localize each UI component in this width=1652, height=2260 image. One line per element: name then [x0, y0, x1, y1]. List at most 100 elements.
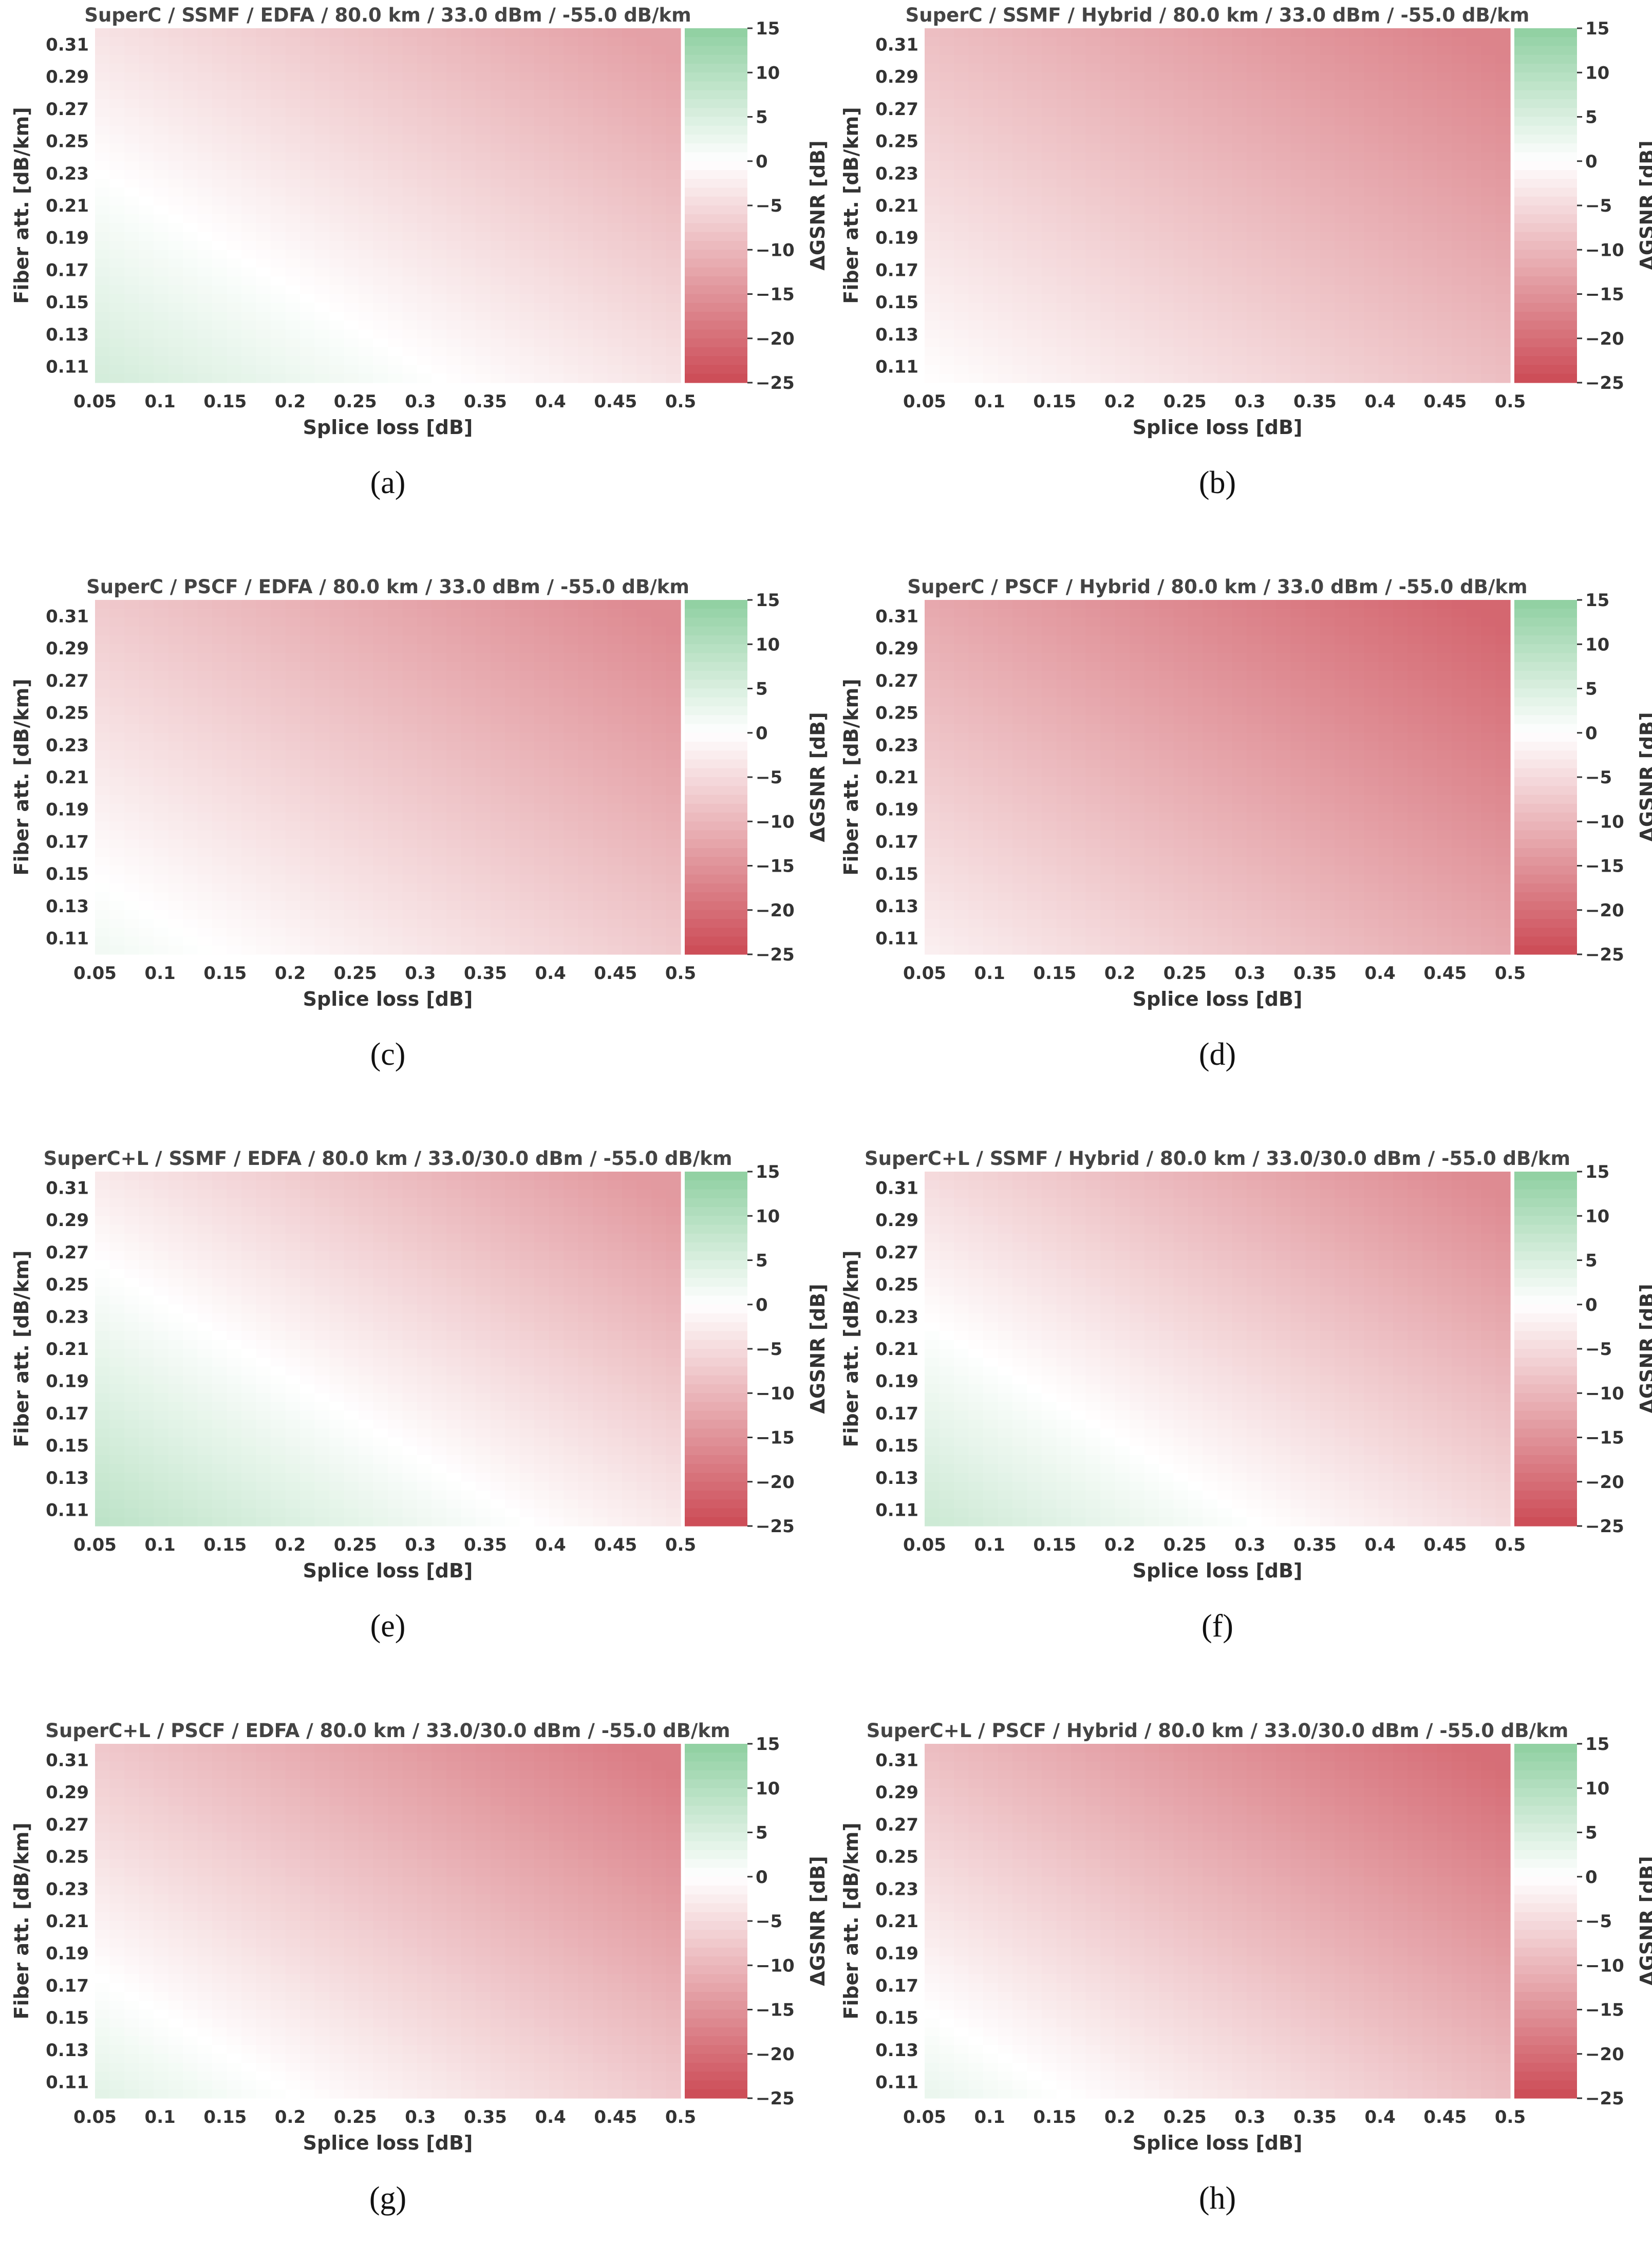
heatmap-cell: [1276, 232, 1291, 241]
heatmap-cell: [124, 875, 139, 884]
heatmap-cell: [1305, 223, 1320, 233]
heatmap-cell: [271, 135, 286, 144]
heatmap-cell: [1452, 232, 1467, 241]
heatmap-cell: [1408, 241, 1423, 250]
heatmap-cell: [417, 937, 432, 946]
heatmap-cell: [1437, 338, 1452, 348]
heatmap-cell: [1452, 135, 1467, 144]
heatmap-cell: [1232, 82, 1247, 91]
heatmap-cell: [983, 90, 998, 100]
panel-b: SuperC / SSMF / Hybrid / 80.0 km / 33.0 …: [837, 0, 1639, 544]
heatmap-cell: [1349, 135, 1364, 144]
heatmap-cell: [1408, 37, 1423, 46]
heatmap-cell: [1130, 241, 1144, 250]
heatmap-cell: [212, 786, 227, 795]
heatmap-cell: [403, 153, 418, 162]
heatmap-cell: [564, 671, 578, 680]
heatmap-cell: [1467, 179, 1481, 188]
heatmap-cell: [1027, 347, 1042, 356]
heatmap-cell: [1188, 99, 1203, 108]
heatmap-cell: [1408, 179, 1423, 188]
heatmap-cell: [315, 892, 330, 901]
heatmap-cell: [432, 64, 447, 73]
heatmap-cell: [110, 892, 125, 901]
heatmap-cell: [534, 848, 549, 857]
heatmap-cell: [432, 618, 447, 627]
heatmap-cell: [520, 627, 535, 636]
heatmap-cell: [940, 179, 954, 188]
heatmap-cell: [417, 170, 432, 179]
heatmap-cell: [578, 928, 593, 937]
heatmap-cell: [300, 760, 315, 769]
heatmap-cell: [300, 706, 315, 715]
heatmap-cell: [651, 72, 666, 82]
heatmap-cell: [1130, 37, 1144, 46]
heatmap-cell: [1057, 55, 1072, 64]
heatmap-cell: [417, 839, 432, 849]
heatmap-cell: [329, 946, 344, 955]
heatmap-cell: [461, 72, 476, 82]
heatmap-cell: [954, 108, 969, 117]
heatmap-cell: [534, 804, 549, 813]
heatmap-cell: [154, 294, 168, 304]
heatmap-cell: [1100, 214, 1115, 223]
heatmap-cell: [373, 857, 388, 866]
heatmap-cell: [666, 946, 681, 955]
heatmap-cell: [359, 937, 373, 946]
heatmap-cell: [1100, 28, 1115, 37]
heatmap-cell: [491, 82, 505, 91]
heatmap-cell: [139, 232, 154, 241]
heatmap-cell: [578, 733, 593, 742]
heatmap-cell: [1481, 170, 1496, 179]
heatmap-cell: [534, 750, 549, 760]
heatmap-cell: [1496, 188, 1511, 197]
heatmap-cell: [1086, 170, 1101, 179]
heatmap-cell: [388, 214, 403, 223]
heatmap-cell: [534, 839, 549, 849]
heatmap-cell: [1027, 55, 1042, 64]
heatmap-cell: [1071, 232, 1086, 241]
heatmap-cell: [403, 347, 418, 356]
heatmap-cell: [256, 857, 271, 866]
heatmap-cell: [651, 671, 666, 680]
heatmap-cell: [139, 919, 154, 928]
heatmap-cell: [183, 268, 198, 277]
heatmap-cell: [256, 188, 271, 197]
heatmap-cell: [578, 241, 593, 250]
heatmap-cell: [241, 188, 256, 197]
heatmap-cell: [388, 259, 403, 268]
colorbar-step: [685, 197, 747, 206]
heatmap-cell: [608, 321, 623, 330]
heatmap-cell: [1452, 330, 1467, 339]
heatmap-cell: [300, 698, 315, 707]
heatmap-cell: [1130, 55, 1144, 64]
heatmap-cell: [1027, 356, 1042, 365]
heatmap-cell: [1115, 374, 1130, 383]
heatmap-cell: [564, 866, 578, 875]
heatmap-cell: [286, 90, 301, 100]
heatmap-cell: [227, 143, 242, 153]
heatmap-cell: [1247, 64, 1262, 73]
heatmap-cell: [520, 937, 535, 946]
heatmap-cell: [403, 214, 418, 223]
heatmap-cell: [578, 653, 593, 663]
heatmap-cell: [1247, 223, 1262, 233]
colorbar-step: [1514, 259, 1577, 268]
heatmap-cell: [1144, 259, 1159, 268]
heatmap-cell: [549, 689, 564, 698]
heatmap-cell: [241, 892, 256, 901]
heatmap-cell: [183, 276, 198, 286]
heatmap-cell: [476, 312, 491, 321]
heatmap-cell: [359, 892, 373, 901]
heatmap-cell: [1496, 241, 1511, 250]
heatmap-cell: [417, 750, 432, 760]
heatmap-cell: [417, 72, 432, 82]
heatmap-cell: [1144, 90, 1159, 100]
heatmap-cell: [564, 285, 578, 294]
heatmap-cell: [1115, 143, 1130, 153]
heatmap-cell: [651, 135, 666, 144]
heatmap-cell: [666, 250, 681, 259]
heatmap-cell: [1320, 46, 1335, 55]
heatmap-cell: [1247, 90, 1262, 100]
heatmap-cell: [1130, 179, 1144, 188]
